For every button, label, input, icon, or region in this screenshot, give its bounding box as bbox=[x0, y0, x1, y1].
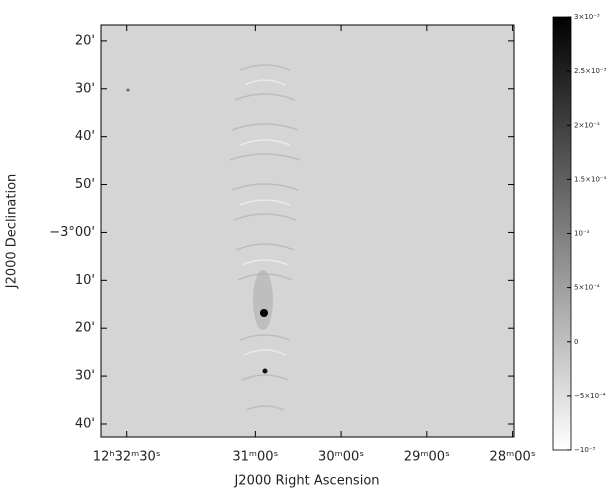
y-tick-label: 30' bbox=[75, 81, 95, 96]
image-texture bbox=[126, 64, 301, 411]
y-tick-label: 20' bbox=[75, 33, 95, 48]
x-tick-label: 28ᵐ00ˢ bbox=[490, 450, 536, 465]
colorbar-tick-label: 2×10⁻³ bbox=[574, 121, 600, 129]
plot-frame bbox=[100, 24, 515, 438]
colorbar-tick-label: 0 bbox=[574, 338, 578, 346]
colorbar-tick-label: −10⁻³ bbox=[574, 446, 595, 454]
colorbar-tick-label: 10⁻³ bbox=[574, 230, 590, 238]
colorbar-tick-label: 1.5×10⁻³ bbox=[574, 175, 607, 183]
colorbar-tick-label: 3×10⁻³ bbox=[574, 13, 600, 21]
x-axis-label: J2000 Right Ascension bbox=[233, 474, 379, 489]
y-tick-label: 20' bbox=[75, 321, 95, 336]
y-tick-label: 10' bbox=[75, 273, 95, 288]
image-area bbox=[101, 25, 514, 437]
y-tick-label: 40' bbox=[75, 416, 95, 431]
x-tick-label: 31ᵐ00ˢ bbox=[232, 450, 278, 465]
colorbar-tick-label: 5×10⁻⁴ bbox=[574, 284, 600, 292]
x-tick-label: 29ᵐ00ˢ bbox=[404, 450, 450, 465]
x-tick-label: 30ᵐ00ˢ bbox=[318, 450, 364, 465]
y-tick-label: −3°00' bbox=[49, 225, 95, 240]
colorbar-tick-label: 2.5×10⁻³ bbox=[574, 67, 607, 75]
y-tick-label: 50' bbox=[75, 177, 95, 192]
y-tick-label: 40' bbox=[75, 129, 95, 144]
x-tick-label: 12ʰ32ᵐ30ˢ bbox=[93, 450, 161, 465]
y-tick-label: 30' bbox=[75, 369, 95, 384]
y-axis-label: J2000 Declination bbox=[5, 174, 20, 290]
colorbar-tick-label: −5×10⁻⁴ bbox=[574, 392, 606, 400]
